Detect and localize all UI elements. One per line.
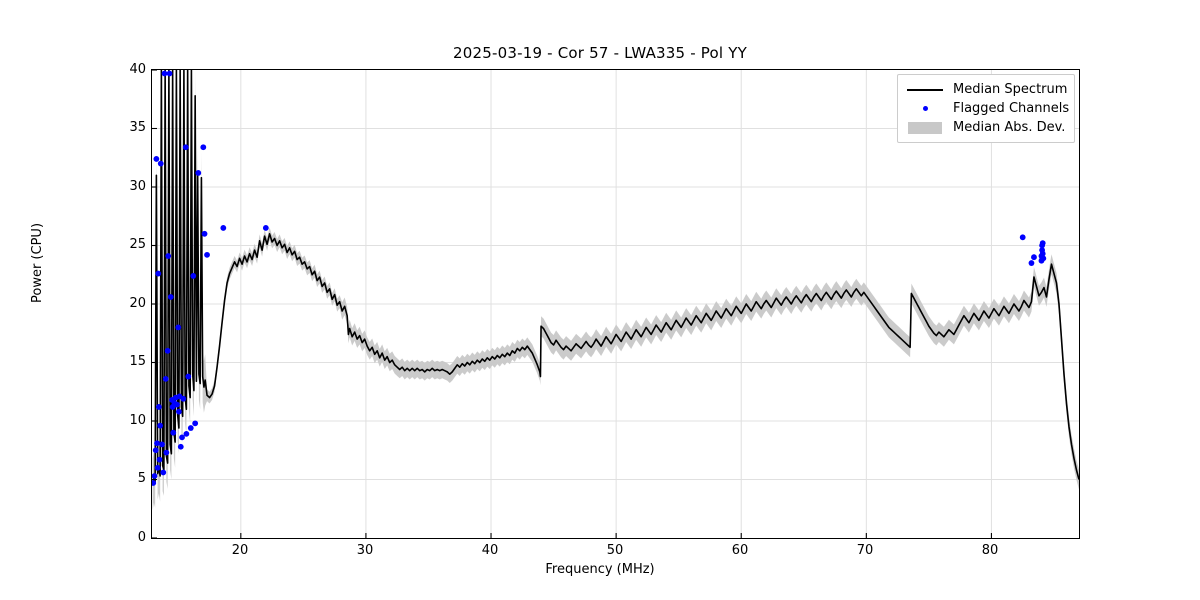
x-tick-label-60: 60 — [731, 543, 749, 558]
x-tick-label-20: 20 — [231, 543, 249, 558]
legend-item-median-spectrum: Median Spectrum — [905, 80, 1068, 99]
x-tick-label-30: 30 — [356, 543, 374, 558]
x-tick-label-40: 40 — [481, 543, 499, 558]
y-tick-label-20: 20 — [129, 296, 146, 311]
legend-label-flagged-channels: Flagged Channels — [953, 101, 1070, 116]
line-swatch-icon — [905, 83, 945, 97]
y-axis-label: Power (CPU) — [30, 222, 45, 303]
legend-item-flagged-channels: Flagged Channels — [905, 99, 1070, 118]
legend-label-median-spectrum: Median Spectrum — [953, 82, 1068, 97]
axis-ticks — [152, 70, 992, 538]
y-tick-label-0: 0 — [137, 530, 146, 545]
dot-swatch-icon — [905, 102, 945, 116]
x-tick-label-50: 50 — [606, 543, 624, 558]
flagged-channels-markers — [152, 70, 1047, 486]
legend-box: Median Spectrum Flagged Channels Median … — [897, 74, 1075, 143]
y-tick-label-5: 5 — [137, 471, 146, 486]
legend-label-median-abs-dev: Median Abs. Dev. — [953, 120, 1066, 135]
legend-item-median-abs-dev: Median Abs. Dev. — [905, 118, 1066, 137]
y-tick-label-40: 40 — [129, 62, 146, 77]
y-tick-label-15: 15 — [129, 354, 146, 369]
y-tick-label-10: 10 — [129, 413, 146, 428]
y-tick-label-35: 35 — [129, 120, 146, 135]
x-tick-label-70: 70 — [856, 543, 874, 558]
chart-title: 2025-03-19 - Cor 57 - LWA335 - Pol YY — [453, 44, 747, 62]
patch-swatch-icon — [905, 121, 945, 135]
median-spectrum-line — [152, 70, 1079, 485]
y-tick-label-30: 30 — [129, 179, 146, 194]
y-tick-label-25: 25 — [129, 237, 146, 252]
x-axis-label: Frequency (MHz) — [545, 562, 655, 577]
x-tick-label-80: 80 — [981, 543, 999, 558]
